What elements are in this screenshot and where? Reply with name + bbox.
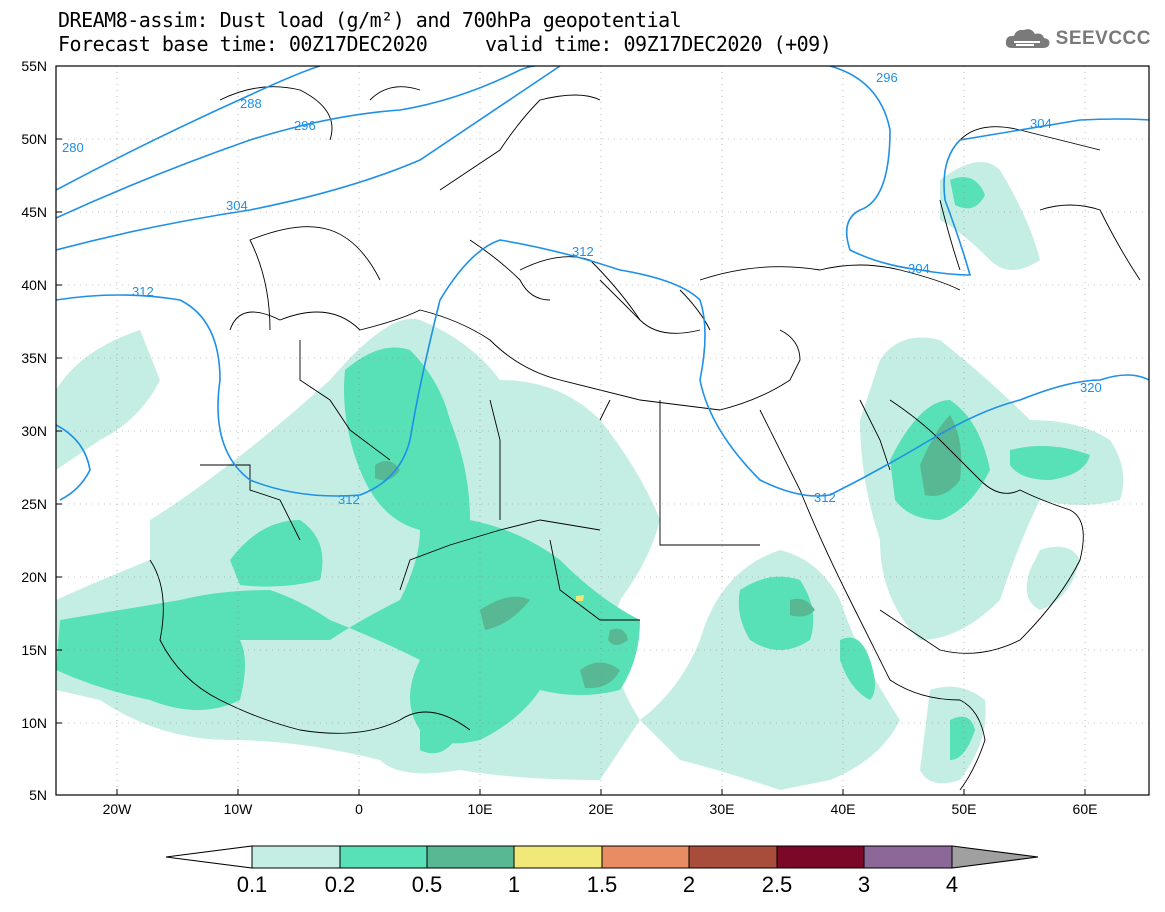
dust-load-shading xyxy=(56,162,1124,790)
map-title: DREAM8-assim: Dust load (g/m²) and 700hP… xyxy=(58,8,682,32)
svg-text:296: 296 xyxy=(294,118,316,133)
legend-label: 3 xyxy=(858,872,870,897)
lat-label: 20N xyxy=(21,569,47,585)
lon-label: 10W xyxy=(224,801,254,817)
legend-arrow-right xyxy=(951,845,1039,869)
legend-label: 2.5 xyxy=(762,872,793,897)
lat-label: 45N xyxy=(21,204,47,220)
legend-swatch xyxy=(601,845,690,869)
lat-label: 30N xyxy=(21,423,47,439)
svg-text:312: 312 xyxy=(814,490,836,505)
lon-label: 60E xyxy=(1073,801,1098,817)
lon-label: 40E xyxy=(831,801,856,817)
lat-label: 10N xyxy=(21,715,47,731)
legend-label: 2 xyxy=(683,872,695,897)
axis-ticks xyxy=(56,65,1086,795)
latitude-labels: 55N 50N 45N 40N 35N 30N 25N 20N 15N 10N … xyxy=(21,58,47,803)
svg-text:320: 320 xyxy=(1080,380,1102,395)
legend-label: 4 xyxy=(946,872,958,897)
lat-label: 55N xyxy=(21,58,47,74)
lon-label: 30E xyxy=(710,801,735,817)
contour-labels: 280 288 296 304 312 296 304 304 312 312 … xyxy=(62,70,1102,507)
lat-label: 35N xyxy=(21,350,47,366)
svg-text:312: 312 xyxy=(572,244,594,259)
legend-swatch xyxy=(251,845,341,869)
cloud-logo-icon xyxy=(1005,29,1050,48)
svg-text:312: 312 xyxy=(132,284,154,299)
legend-swatch xyxy=(513,845,603,869)
lat-label: 50N xyxy=(21,131,47,147)
forecast-time-subtitle: Forecast base time: 00Z17DEC2020 valid t… xyxy=(58,32,832,56)
legend-label: 0.5 xyxy=(412,872,443,897)
legend-label: 0.1 xyxy=(237,872,268,897)
lon-label: 50E xyxy=(952,801,977,817)
geopotential-contours xyxy=(56,66,1149,501)
legend-colorbar xyxy=(165,845,1039,869)
svg-text:312: 312 xyxy=(338,492,360,507)
lat-label: 15N xyxy=(21,642,47,658)
lon-label: 20W xyxy=(103,801,133,817)
legend-labels: 0.1 0.2 0.5 1 1.5 2 2.5 3 4 xyxy=(237,872,958,897)
lon-label: 20E xyxy=(589,801,614,817)
legend-label: 1 xyxy=(508,872,520,897)
legend-swatch xyxy=(688,845,778,869)
lon-label: 10E xyxy=(468,801,493,817)
legend-label: 0.2 xyxy=(325,872,356,897)
legend-arrow-left xyxy=(165,845,253,869)
svg-text:304: 304 xyxy=(908,261,930,276)
legend-label: 1.5 xyxy=(587,872,618,897)
svg-text:280: 280 xyxy=(62,140,84,155)
legend-swatch xyxy=(776,845,865,869)
lat-label: 25N xyxy=(21,496,47,512)
lon-label: 0 xyxy=(355,801,363,817)
longitude-labels: 20W 10W 0 10E 20E 30E 40E 50E 60E xyxy=(103,801,1098,817)
map-gridlines xyxy=(56,66,1149,795)
svg-text:304: 304 xyxy=(226,198,248,213)
svg-text:304: 304 xyxy=(1030,116,1052,131)
legend-swatch xyxy=(339,845,428,869)
svg-text:296: 296 xyxy=(876,70,898,85)
seevccc-logo: SEEVCCC xyxy=(1004,26,1151,52)
lat-label: 40N xyxy=(21,277,47,293)
svg-text:288: 288 xyxy=(240,96,262,111)
coastlines-and-borders xyxy=(149,86,1141,791)
legend-swatch xyxy=(863,845,953,869)
lat-label: 5N xyxy=(29,787,47,803)
legend-swatch xyxy=(426,845,515,869)
logo-text: SEEVCCC xyxy=(1055,28,1151,49)
